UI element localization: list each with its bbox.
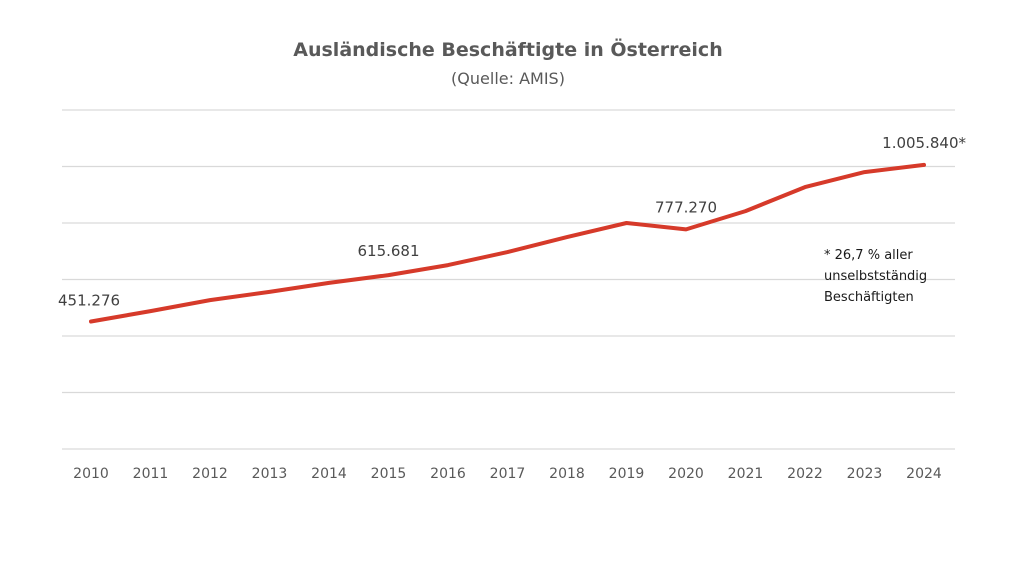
x-tick-label: 2016 [430, 466, 466, 482]
x-tick-label: 2014 [311, 466, 347, 482]
annotation-line: * 26,7 % aller [824, 248, 913, 263]
data-label-2020: 777.270 [655, 198, 717, 216]
annotation-line: Beschäftigten [824, 290, 914, 305]
x-axis-ticks: 2010 2011 2012 2013 2014 2015 2016 2017 2018 2019… [73, 466, 942, 482]
data-labels: 451.276 615.681 777.270 1.005.840* [58, 134, 966, 310]
chart-title: Ausländische Beschäftigte in Österreich [293, 37, 722, 61]
x-tick-label: 2023 [847, 466, 883, 482]
x-tick-label: 2020 [668, 466, 704, 482]
x-tick-label: 2013 [252, 466, 288, 482]
x-tick-label: 2022 [787, 466, 823, 482]
x-tick-label: 2021 [728, 466, 764, 482]
x-tick-label: 2015 [371, 466, 407, 482]
data-label-2015: 615.681 [357, 242, 419, 260]
data-label-2024: 1.005.840* [882, 134, 966, 152]
x-tick-label: 2019 [609, 466, 645, 482]
gridlines [62, 109, 955, 450]
x-tick-label: 2024 [906, 466, 942, 482]
x-tick-label: 2018 [549, 466, 585, 482]
series-line-0 [89, 162, 926, 324]
x-tick-label: 2012 [192, 466, 228, 482]
x-tick-label: 2011 [133, 466, 169, 482]
data-label-2010: 451.276 [58, 292, 120, 310]
chart-subtitle: (Quelle: AMIS) [451, 69, 565, 88]
footnote-annotation: * 26,7 % aller unselbstständig Beschäftigt… [824, 248, 927, 305]
x-tick-label: 2010 [73, 466, 109, 482]
annotation-line: unselbstständig [824, 269, 927, 284]
series-layer [89, 162, 926, 324]
x-tick-label: 2017 [490, 466, 526, 482]
